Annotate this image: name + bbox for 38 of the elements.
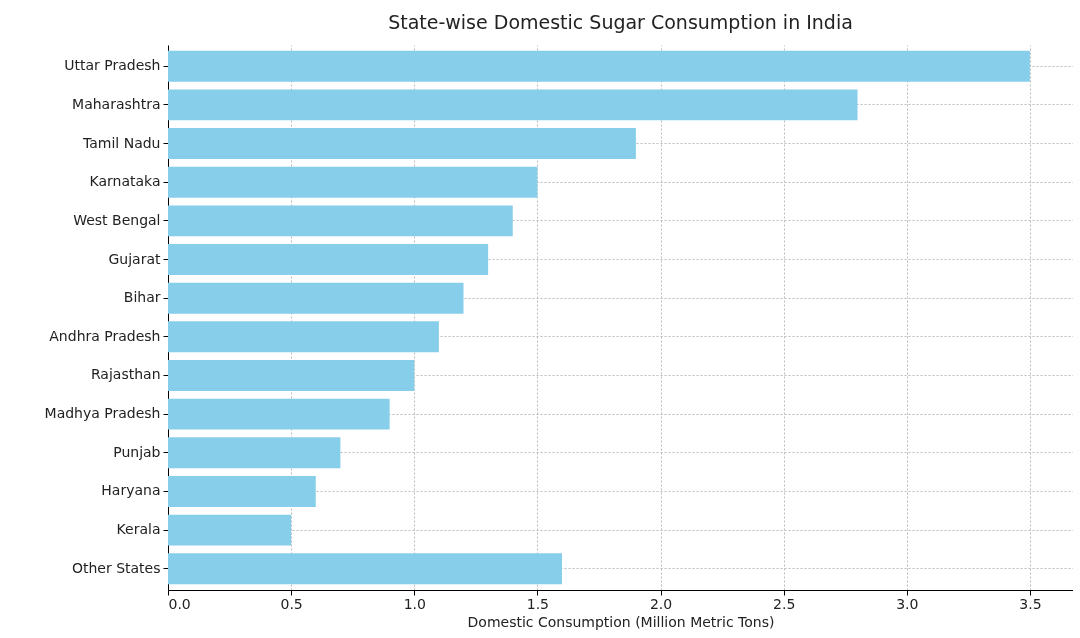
y-tick-label: Other States [71, 559, 161, 576]
bar [168, 553, 563, 585]
bar [168, 514, 292, 546]
x-tick-label: 3.0 [896, 595, 919, 612]
bar [168, 398, 390, 430]
x-tick-label: 1.5 [526, 595, 550, 612]
y-tick-label: Uttar Pradesh [64, 57, 161, 74]
bar [168, 437, 341, 469]
bar [168, 244, 489, 275]
y-tick-label: Karnataka [89, 173, 161, 190]
bar [168, 205, 513, 237]
bar [168, 475, 316, 507]
y-tick-label: Kerala [116, 521, 161, 538]
y-tick-label: Gujarat [108, 250, 162, 267]
bar [168, 321, 439, 353]
bar [168, 360, 415, 391]
y-tick-label: Madhya Pradesh [44, 405, 161, 422]
y-tick-label: Bihar [123, 289, 161, 306]
bar [168, 128, 636, 160]
x-tick-label: 0.5 [280, 595, 303, 612]
x-tick-label: 1.0 [403, 595, 426, 612]
bar [168, 166, 538, 198]
x-tick-label: 0.0 [168, 595, 191, 612]
x-axis-title: Domestic Consumption (Million Metric Tons) [467, 613, 775, 630]
y-tick-label: Tamil Nadu [82, 134, 161, 151]
chart-title: State-wise Domestic Sugar Consumption in India [388, 11, 853, 33]
bar [168, 50, 1030, 82]
y-tick-label: West Bengal [73, 211, 161, 228]
y-tick-label: Haryana [101, 482, 161, 499]
y-tick-label: Maharashtra [72, 95, 161, 112]
y-tick-label: Andhra Pradesh [49, 327, 161, 344]
bar [168, 282, 464, 314]
y-tick-label: Rajasthan [90, 366, 161, 383]
y-tick-label: Punjab [113, 443, 161, 460]
x-tick-label: 2.0 [649, 595, 673, 612]
x-tick-label: 2.5 [773, 595, 796, 612]
x-tick-label: 3.5 [1019, 595, 1042, 612]
bar [168, 89, 858, 121]
